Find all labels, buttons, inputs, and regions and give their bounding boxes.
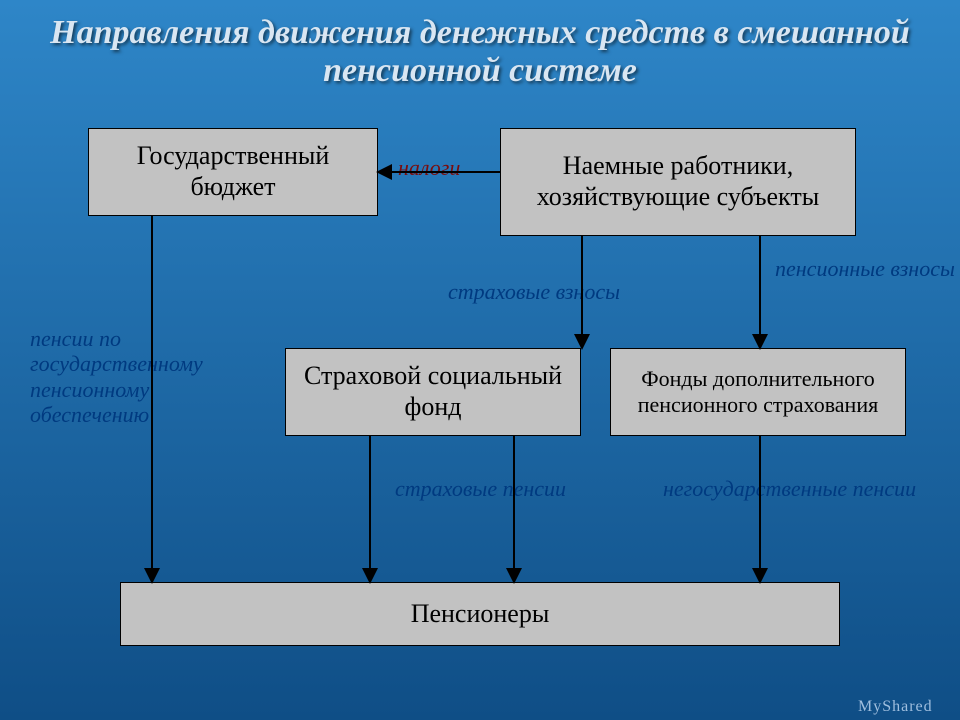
label-strpens-text: страховые пенсии [395,476,566,501]
label-taxes: налоги [398,155,460,180]
box-insfund-text: Страховой социальный фонд [296,361,570,422]
label-gosobes-text: пенсии по государственному пенсионному о… [30,326,203,427]
watermark-text: MyShared [858,698,933,715]
watermark: MyShared [858,698,933,716]
slide-title-text: Направления движения денежных средств в … [50,14,910,89]
label-negpens: негосударственные пенсии [663,476,916,501]
box-addfund: Фонды дополнительного пенсионного страхо… [610,348,906,436]
label-strpens: страховые пенсии [395,476,566,501]
box-workers: Наемные работники, хозяйствующие субъект… [500,128,856,236]
label-pensvz: пенсионные взносы [775,256,955,281]
label-strvz-text: страховые взносы [448,279,620,304]
box-pensioners: Пенсионеры [120,582,840,646]
label-strvz: страховые взносы [448,279,620,304]
label-pensvz-text: пенсионные взносы [775,256,955,281]
label-gosobes: пенсии по государственному пенсионному о… [30,326,260,427]
box-budget-text: Государственный бюджет [99,141,367,202]
box-insfund: Страховой социальный фонд [285,348,581,436]
slide-title: Направления движения денежных средств в … [0,14,960,90]
label-negpens-text: негосударственные пенсии [663,476,916,501]
label-taxes-text: налоги [398,155,460,180]
box-workers-text: Наемные работники, хозяйствующие субъект… [511,151,845,212]
box-budget: Государственный бюджет [88,128,378,216]
slide-root: Направления движения денежных средств в … [0,0,960,720]
box-pensioners-text: Пенсионеры [411,599,550,630]
box-addfund-text: Фонды дополнительного пенсионного страхо… [621,366,895,418]
